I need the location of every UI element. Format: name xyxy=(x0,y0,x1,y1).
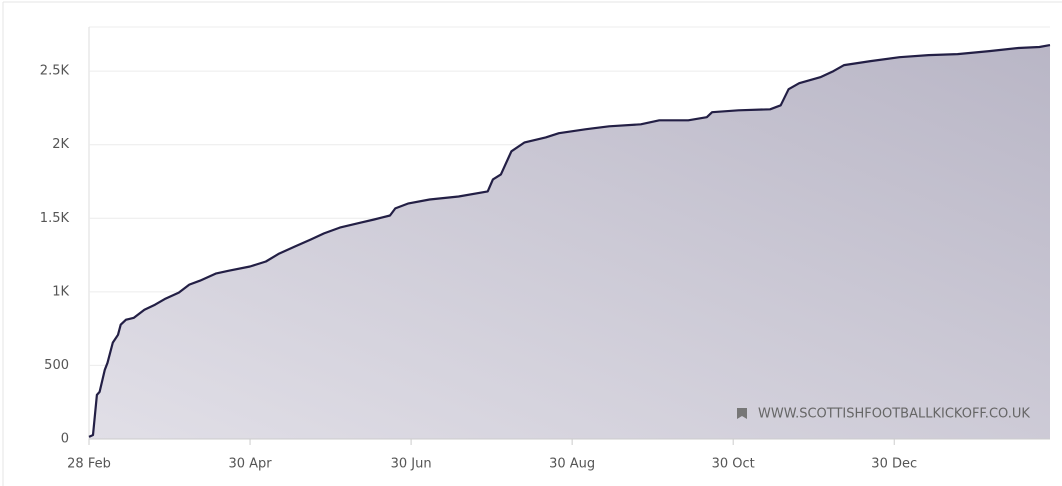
y-tick-label: 0 xyxy=(61,432,69,447)
watermark: WWW.SCOTTISHFOOTBALLKICKOFF.CO.UK xyxy=(737,407,1030,422)
x-tick-label: 30 Oct xyxy=(712,457,755,472)
y-tick-label: 500 xyxy=(44,358,69,373)
y-tick-label: 2.5K xyxy=(40,64,70,79)
x-tick-label: 30 Dec xyxy=(871,457,917,472)
x-tick-label: 28 Feb xyxy=(67,457,111,472)
watermark-text: WWW.SCOTTISHFOOTBALLKICKOFF.CO.UK xyxy=(758,407,1030,422)
y-tick-label: 1K xyxy=(52,284,69,299)
watermark-icon xyxy=(737,408,747,419)
x-tick-label: 30 Apr xyxy=(228,457,272,472)
line xyxy=(88,44,1051,438)
y-tick-label: 1.5K xyxy=(40,211,70,226)
x-tick-label: 30 Aug xyxy=(549,457,595,472)
y-tick-label: 2K xyxy=(52,137,69,152)
area xyxy=(89,45,1050,439)
x-tick-label: 30 Jun xyxy=(391,457,432,472)
